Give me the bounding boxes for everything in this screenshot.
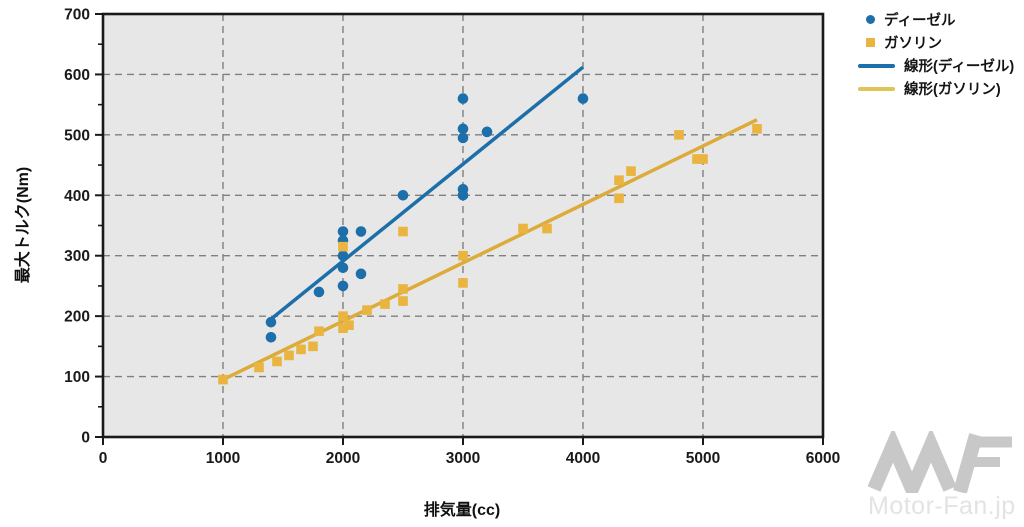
data-point-gasoline xyxy=(338,241,348,252)
data-point-gasoline xyxy=(458,250,468,261)
legend-item-diesel-trend: 線形(ディーゼル) xyxy=(858,54,1014,77)
gasoline-square-icon xyxy=(866,38,875,47)
data-point-gasoline xyxy=(398,284,408,294)
data-point-gasoline xyxy=(338,323,348,334)
y-tick-label: 400 xyxy=(64,188,90,205)
data-point-diesel xyxy=(577,93,589,104)
motor-fan-logo-icon xyxy=(867,427,1012,507)
data-point-gasoline xyxy=(272,356,282,367)
data-point-gasoline xyxy=(314,326,324,337)
legend-label: ディーゼル xyxy=(884,13,956,29)
x-tick-label: 0 xyxy=(99,450,108,467)
y-tick-label: 100 xyxy=(64,369,90,386)
y-tick-label: 200 xyxy=(64,309,90,326)
data-point-diesel xyxy=(457,132,469,144)
legend-label: ガソリン xyxy=(884,36,942,52)
data-point-gasoline xyxy=(518,223,528,234)
data-point-gasoline xyxy=(380,299,390,309)
legend-label: 線形(ディーゼル) xyxy=(904,59,1015,75)
x-tick-label: 6000 xyxy=(806,450,840,467)
data-point-gasoline xyxy=(542,223,552,234)
data-point-diesel xyxy=(337,280,349,292)
data-point-diesel xyxy=(337,226,349,237)
data-point-gasoline xyxy=(296,344,306,355)
data-point-gasoline xyxy=(692,154,702,164)
data-point-diesel xyxy=(265,316,277,328)
data-point-gasoline xyxy=(254,362,264,373)
chart-legend: ディーゼル ガソリン 線形(ディーゼル) 線形(ガソリン) xyxy=(858,8,1014,100)
x-tick-label: 4000 xyxy=(566,450,600,467)
data-point-gasoline xyxy=(338,311,348,321)
data-point-diesel xyxy=(457,189,469,201)
gasoline-trendline-icon xyxy=(858,86,895,91)
data-point-gasoline xyxy=(458,278,468,288)
data-point-gasoline xyxy=(752,124,762,134)
y-tick-label: 600 xyxy=(64,67,90,84)
diesel-dot-icon xyxy=(866,15,875,24)
data-point-gasoline xyxy=(218,374,228,385)
legend-label: 線形(ガソリン) xyxy=(904,82,1001,98)
data-point-gasoline xyxy=(614,175,624,185)
data-point-gasoline xyxy=(674,130,684,140)
x-axis-title: 排気量(cc) xyxy=(423,502,501,519)
legend-item-gasoline: ガソリン xyxy=(858,31,1014,54)
x-tick-label: 3000 xyxy=(446,450,480,467)
data-point-gasoline xyxy=(284,350,294,361)
data-point-gasoline xyxy=(398,226,408,237)
data-point-gasoline xyxy=(698,154,708,164)
data-point-gasoline xyxy=(362,305,372,315)
y-tick-label: 300 xyxy=(64,248,90,265)
trendline-gasoline-trend xyxy=(222,118,758,382)
data-point-gasoline xyxy=(344,320,354,331)
data-point-diesel xyxy=(265,331,277,343)
data-point-diesel xyxy=(397,189,409,201)
x-tick-label: 2000 xyxy=(326,450,360,467)
watermark-text: Motor-Fan.jp xyxy=(868,492,1016,520)
motor-fan-watermark: Motor-Fan.jp xyxy=(862,427,1018,523)
data-point-diesel xyxy=(337,262,349,274)
y-tick-label: 0 xyxy=(81,430,90,447)
y-tick-label: 500 xyxy=(64,127,90,144)
data-point-diesel xyxy=(337,250,349,262)
data-point-gasoline xyxy=(308,341,318,352)
data-point-diesel xyxy=(481,126,493,138)
data-point-gasoline xyxy=(614,193,624,204)
data-point-diesel xyxy=(355,268,367,280)
legend-item-diesel: ディーゼル xyxy=(858,8,1014,31)
data-point-gasoline xyxy=(626,166,636,176)
diesel-trendline-icon xyxy=(858,63,895,68)
data-point-diesel xyxy=(457,93,469,104)
y-axis-title: 最大トルク(Nm) xyxy=(15,166,32,284)
x-tick-label: 1000 xyxy=(206,450,240,467)
data-point-gasoline xyxy=(398,296,408,306)
data-point-diesel xyxy=(457,123,469,135)
y-tick-label: 700 xyxy=(64,7,90,24)
trendline-diesel-trend xyxy=(269,65,585,321)
x-tick-label: 5000 xyxy=(686,450,720,467)
legend-item-gasoline-trend: 線形(ガソリン) xyxy=(858,77,1014,100)
data-point-diesel xyxy=(355,226,367,237)
data-point-diesel xyxy=(313,286,325,298)
